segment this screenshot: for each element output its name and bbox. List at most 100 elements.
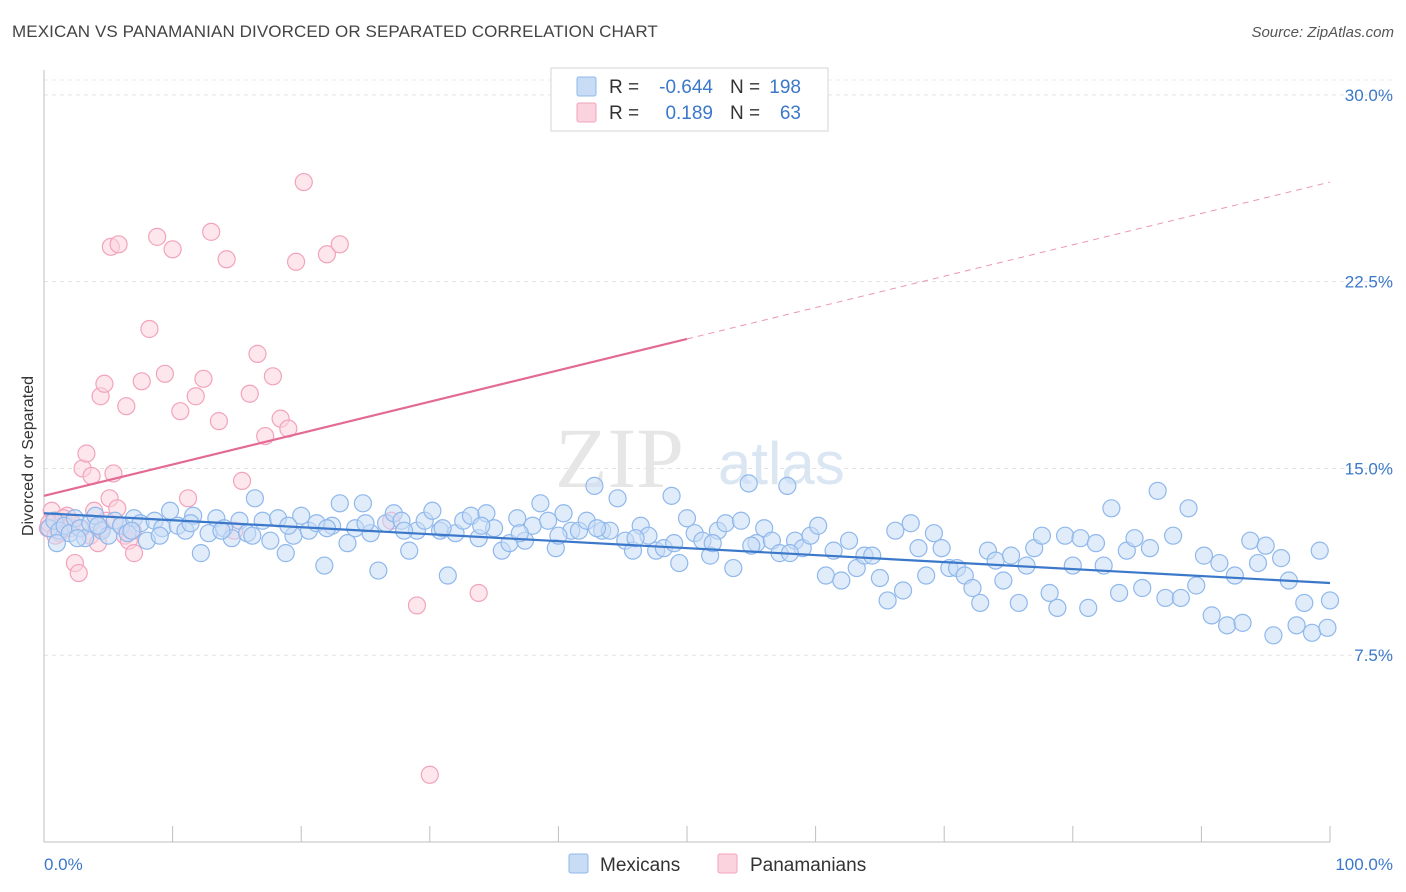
mexican-point [1256, 536, 1275, 555]
legend-n-label: N = [730, 103, 760, 124]
mexican-point [917, 566, 936, 585]
legend-bottom-swatch-mexicans [568, 853, 589, 874]
gridlines [44, 79, 1392, 656]
legend-box [550, 67, 829, 132]
panamanians-trend-line [43, 337, 688, 497]
mexican-point [1071, 529, 1090, 548]
y-tick-label: 15.0% [1345, 459, 1393, 478]
mexican-point [1140, 539, 1160, 558]
mexican-point [508, 509, 527, 528]
panamanian-point [232, 471, 252, 491]
mexican-point [1102, 499, 1121, 518]
panamanian-point [77, 444, 96, 463]
mexican-point [724, 558, 743, 578]
panamanian-point [240, 384, 259, 403]
mexican-point [353, 494, 373, 513]
mexican-point [1264, 626, 1283, 645]
y-axis-label: Divorced or Separated [20, 376, 37, 536]
mexican-point [330, 494, 349, 513]
mexican-point [870, 568, 890, 588]
legend-bottom-swatch-panamanians [717, 853, 738, 874]
mexican-point [531, 494, 550, 513]
mexicans-trend-line [43, 512, 1331, 585]
panamanian-point [263, 367, 283, 386]
mexican-point [901, 514, 920, 533]
mexican-point [315, 556, 334, 575]
legend-r-label: R = [609, 103, 639, 124]
x-tick-label-max: 100.0% [1335, 855, 1393, 874]
panamanian-point [286, 252, 306, 271]
legend-swatch-mexicans [576, 76, 597, 97]
panamanian-point [186, 387, 205, 406]
panamanian-point [294, 172, 313, 192]
mexican-point [1248, 553, 1268, 573]
y-tick-label: 30.0% [1345, 86, 1393, 105]
mexican-point [986, 551, 1005, 570]
mexican-point [1218, 616, 1237, 635]
mexican-point [356, 514, 375, 533]
y-tick-label: 22.5% [1345, 273, 1393, 292]
mexican-point [394, 521, 414, 540]
mexican-point [626, 529, 645, 548]
panamanian-point [407, 596, 427, 615]
mexican-point [742, 536, 761, 555]
mexican-point [1148, 481, 1167, 500]
mexican-point [1295, 593, 1314, 613]
panamanian-point [209, 412, 228, 431]
mexican-point [839, 531, 859, 550]
legend-bottom: Mexicans Panamanians [568, 853, 866, 876]
mexican-point [1194, 546, 1214, 565]
panamanians-trend-extension [686, 181, 1331, 340]
mexican-point [1055, 526, 1075, 545]
mexican-point [1086, 534, 1106, 553]
mexican-point [338, 534, 357, 553]
source-label: Source: ZipAtlas.com [1251, 24, 1394, 41]
mexican-point [1164, 526, 1183, 545]
mexican-point [1302, 623, 1322, 642]
mexican-point [438, 566, 457, 585]
mexican-point [863, 546, 882, 565]
mexican-point [963, 578, 982, 598]
mexicans-points [40, 474, 1340, 645]
trend-lines [43, 181, 1331, 585]
panamanian-point [248, 344, 267, 363]
mexican-point [253, 511, 272, 530]
mexican-point [369, 561, 388, 580]
mexican-point [994, 571, 1013, 590]
mexican-point [433, 519, 452, 538]
mexican-point [932, 539, 951, 558]
mexican-point [88, 516, 108, 535]
panamanian-point [117, 397, 136, 416]
mexican-point [909, 539, 928, 558]
panamanians-points [38, 172, 488, 784]
mexican-point [778, 476, 797, 495]
panamanian-point [217, 250, 236, 269]
panamanian-point [330, 235, 349, 254]
mexican-point [816, 566, 835, 585]
panamanian-point [95, 374, 114, 393]
mexican-point [122, 521, 141, 540]
mexican-point [472, 516, 491, 535]
mexican-point [150, 526, 169, 545]
legend-r-label: R = [609, 77, 639, 98]
mexican-point [1210, 553, 1229, 573]
legend-n-value: 198 [769, 77, 801, 98]
panamanian-point [140, 319, 159, 339]
x-tick-label-min: 0.0% [44, 855, 83, 874]
mexican-point [400, 541, 419, 560]
mexican-point [1320, 591, 1340, 610]
mexican-point [1032, 526, 1052, 545]
mexican-point [1048, 598, 1067, 618]
mexican-point [212, 521, 231, 540]
mexican-point [809, 516, 828, 535]
chart-title: MEXICAN VS PANAMANIAN DIVORCED OR SEPARA… [12, 22, 658, 41]
mexican-point [739, 474, 758, 493]
mexican-point [1318, 618, 1337, 637]
mexican-point [1156, 588, 1175, 608]
mexican-point [554, 504, 573, 523]
panamanian-point [420, 765, 439, 784]
mexican-point [423, 501, 442, 520]
mexican-point [893, 581, 913, 600]
mexican-point [587, 519, 607, 538]
mexican-point [677, 509, 697, 528]
